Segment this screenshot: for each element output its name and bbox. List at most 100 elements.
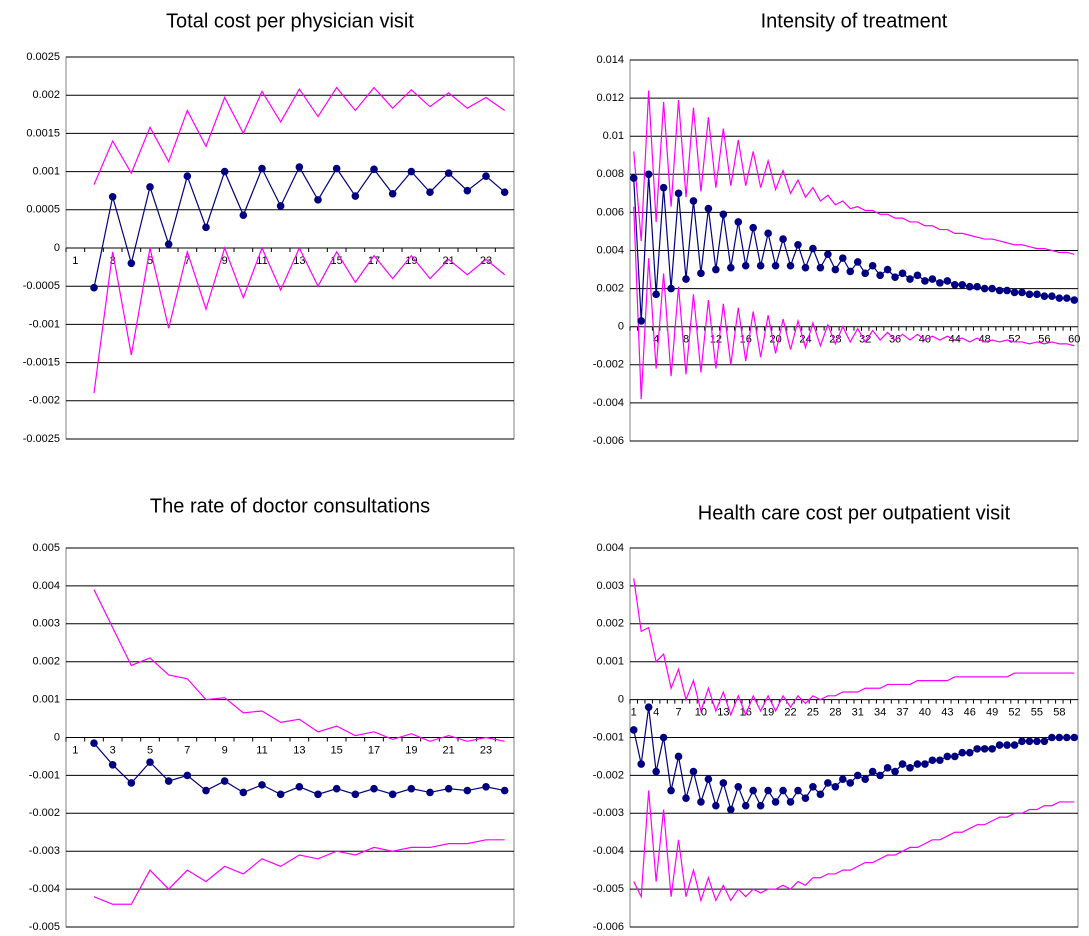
chart-title: Health care cost per outpatient visit — [698, 502, 1011, 524]
data-point — [164, 777, 173, 785]
data-point — [868, 261, 877, 270]
data-point — [801, 794, 810, 802]
data-point — [500, 188, 509, 197]
data-point — [898, 269, 907, 278]
x-tick-label: 5 — [147, 744, 153, 756]
series-line — [633, 206, 1075, 400]
data-point — [689, 767, 698, 776]
data-point — [1003, 286, 1011, 295]
data-point — [891, 273, 899, 281]
data-point — [764, 786, 772, 795]
x-tick-label: 23 — [480, 255, 492, 267]
x-tick-label: 7 — [184, 255, 190, 267]
series-line — [633, 174, 1075, 322]
data-point — [1025, 737, 1034, 746]
data-point — [868, 767, 877, 776]
data-point — [1018, 737, 1026, 746]
data-point — [980, 745, 989, 753]
data-point — [220, 777, 229, 785]
x-tick-label: 28 — [829, 707, 841, 719]
y-tick-label: 0.014 — [596, 54, 624, 66]
y-tick-label: -0.0015 — [23, 357, 60, 369]
data-point — [1055, 294, 1064, 302]
x-tick-label: 4 — [653, 334, 659, 346]
y-tick-label: -0.004 — [29, 883, 60, 895]
x-tick-label: 9 — [222, 255, 228, 267]
series-line — [633, 790, 1075, 903]
data-point — [891, 767, 899, 776]
x-tick-label: 1 — [72, 255, 78, 267]
data-point — [921, 277, 929, 285]
data-point — [239, 788, 248, 797]
x-tick-label: 46 — [964, 707, 976, 719]
data-point — [839, 775, 847, 783]
data-point — [906, 764, 914, 772]
y-tick-label: 0.005 — [32, 542, 60, 554]
x-tick-label: 43 — [941, 707, 953, 719]
y-tick-label: -0.002 — [593, 769, 624, 781]
data-point — [667, 284, 675, 293]
data-point — [295, 163, 304, 171]
data-point — [809, 782, 817, 791]
data-point — [183, 771, 192, 780]
data-point — [719, 210, 728, 219]
y-tick-label: -0.003 — [593, 807, 624, 819]
data-point — [741, 801, 750, 810]
data-point — [906, 275, 914, 283]
data-point — [127, 779, 136, 787]
data-point — [667, 786, 675, 795]
data-point — [779, 235, 787, 243]
data-point — [883, 764, 892, 772]
y-tick-label: 0.006 — [596, 206, 624, 218]
data-point — [853, 771, 862, 780]
x-tick-label: 60 — [1068, 334, 1080, 346]
x-tick-label: 17 — [368, 255, 380, 267]
data-point — [958, 280, 967, 289]
data-point — [928, 275, 937, 283]
data-point — [90, 283, 98, 292]
x-tick-label: 13 — [293, 255, 305, 267]
y-tick-label: 0.004 — [32, 580, 60, 592]
data-point — [861, 775, 869, 783]
data-point — [164, 240, 173, 248]
data-point — [407, 784, 416, 793]
y-tick-label: 0 — [54, 731, 60, 743]
x-tick-label: 21 — [443, 744, 455, 756]
data-point — [146, 183, 154, 191]
data-point — [629, 726, 638, 734]
data-point — [258, 781, 266, 789]
data-point — [1063, 294, 1071, 302]
data-point — [637, 760, 645, 768]
x-tick-label: 55 — [1031, 707, 1043, 719]
data-point — [183, 172, 192, 180]
y-tick-label: 0.0005 — [26, 204, 60, 216]
x-tick-label: 11 — [256, 744, 267, 756]
data-point — [652, 290, 660, 299]
data-point — [801, 263, 810, 272]
x-tick-label: 9 — [222, 744, 228, 756]
data-point — [943, 752, 952, 761]
x-tick-label: 52 — [1008, 334, 1020, 346]
data-point — [734, 782, 743, 791]
x-tick-label: 7 — [184, 744, 190, 756]
y-tick-label: 0 — [618, 694, 624, 706]
y-tick-label: -0.0025 — [23, 433, 60, 445]
y-tick-label: -0.005 — [29, 921, 60, 933]
x-tick-label: 17 — [368, 744, 380, 756]
data-point — [370, 165, 378, 174]
data-point — [108, 193, 117, 201]
x-tick-label: 31 — [852, 707, 864, 719]
x-tick-label: 25 — [807, 707, 819, 719]
y-tick-label: -0.004 — [593, 397, 624, 409]
data-point — [771, 798, 780, 806]
data-point — [988, 284, 996, 293]
x-tick-label: 19 — [405, 744, 417, 756]
data-point — [749, 786, 757, 795]
data-point — [407, 167, 416, 176]
data-point — [388, 189, 397, 198]
data-point — [697, 798, 705, 806]
data-point — [936, 279, 944, 287]
data-point — [332, 164, 341, 173]
y-tick-label: 0.01 — [603, 130, 624, 142]
